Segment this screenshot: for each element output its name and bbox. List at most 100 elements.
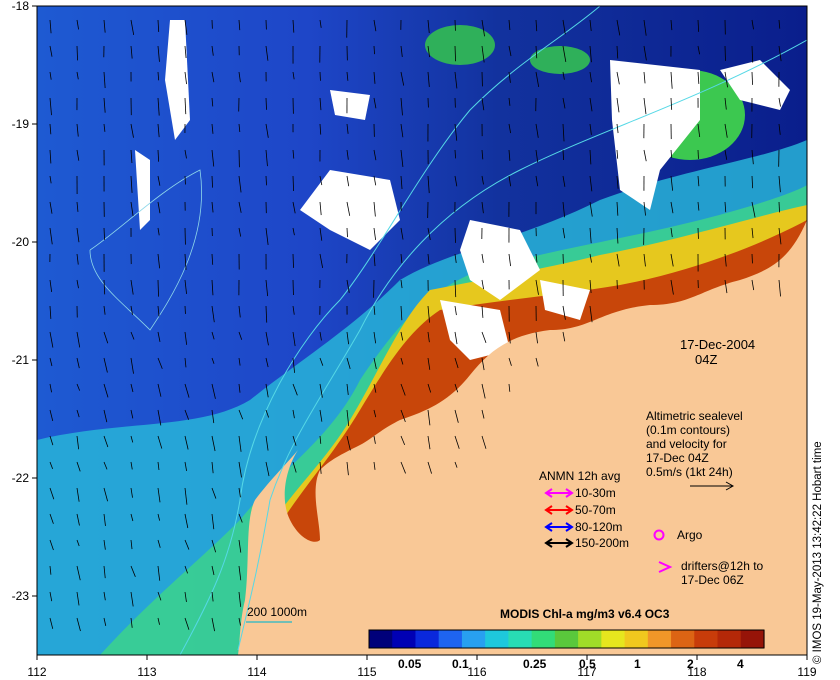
velocity-vector	[184, 253, 187, 270]
velocity-vector	[292, 253, 294, 268]
x-tick-label: 119	[797, 665, 816, 679]
velocity-vector	[130, 617, 133, 628]
velocity-vector	[481, 383, 486, 399]
velocity-vector	[319, 175, 323, 186]
isobath-label: 200 1000m	[247, 605, 308, 619]
velocity-vector	[346, 435, 351, 451]
velocity-vector	[589, 279, 592, 294]
velocity-vector	[643, 19, 647, 36]
colorbar-tick: 0.5	[579, 657, 596, 671]
velocity-vector	[49, 279, 53, 293]
velocity-vector	[778, 201, 780, 213]
velocity-vector	[697, 45, 701, 55]
velocity-vector	[670, 19, 673, 31]
velocity-vector	[103, 305, 106, 315]
velocity-vector	[292, 175, 294, 191]
y-tick-label: -21	[12, 353, 30, 367]
velocity-vector	[454, 175, 458, 187]
velocity-vector	[373, 227, 377, 240]
velocity-vector	[481, 97, 485, 111]
velocity-vector	[508, 149, 511, 161]
velocity-vector	[76, 357, 80, 369]
cloud-mask	[135, 20, 790, 360]
velocity-vector	[103, 331, 109, 344]
colorbar-segment	[531, 630, 556, 648]
colorbar-segment	[438, 630, 463, 648]
x-tick-label: 114	[247, 665, 266, 679]
velocity-vector	[373, 461, 376, 470]
isobath-200m	[237, 39, 807, 651]
velocity-vector	[130, 123, 134, 138]
velocity-vector	[373, 357, 377, 370]
velocity-vector	[49, 383, 52, 393]
velocity-vector	[481, 253, 484, 263]
altimetry-line: (0.1m contours)	[646, 423, 731, 437]
velocity-vector	[454, 435, 460, 449]
colorbar-segment	[415, 630, 440, 648]
velocity-vector	[49, 175, 52, 184]
velocity-vector	[562, 175, 566, 187]
velocity-vector	[643, 201, 646, 216]
drifters-label: 17-Dec 06Z	[681, 573, 744, 587]
velocity-vector	[427, 383, 432, 393]
velocity-vector	[238, 591, 242, 607]
velocity-vector	[130, 279, 134, 295]
velocity-vector	[454, 357, 459, 369]
velocity-vector	[670, 279, 674, 295]
anmn-arrow-head	[544, 488, 553, 498]
velocity-vector	[157, 331, 161, 342]
velocity-vector	[319, 331, 322, 341]
velocity-vector	[130, 331, 135, 340]
velocity-vector	[184, 513, 189, 529]
velocity-vector	[265, 409, 270, 418]
velocity-vector	[481, 305, 484, 318]
x-axis: 112 113 114 115 116 117 118 119	[27, 655, 817, 679]
velocity-vector	[616, 19, 621, 36]
velocity-vector	[535, 71, 540, 88]
velocity-vector	[778, 19, 781, 29]
colorbar-tick: 4	[737, 657, 744, 671]
velocity-vector	[265, 97, 267, 110]
velocity-vector	[238, 123, 241, 133]
velocity-vector	[778, 279, 781, 297]
velocity-vector	[751, 45, 754, 63]
velocity-vector	[292, 409, 295, 419]
velocity-vector	[751, 227, 754, 239]
velocity-vector	[184, 279, 187, 294]
velocity-vector	[211, 357, 215, 364]
velocity-vector	[508, 19, 511, 31]
velocity-vector	[238, 539, 242, 553]
velocity-vector	[103, 279, 106, 295]
velocity-vector	[103, 513, 106, 526]
y-axis: -18 -19 -20 -21 -22 -23	[12, 0, 37, 603]
velocity-vector	[616, 149, 619, 159]
velocity-vector	[427, 409, 431, 426]
velocity-vector	[346, 201, 351, 216]
velocity-vector	[184, 409, 190, 420]
velocity-vector	[319, 201, 322, 216]
velocity-vector	[49, 45, 53, 57]
velocity-vector	[130, 487, 133, 498]
velocity-vector	[589, 201, 593, 217]
velocity-vector	[373, 19, 377, 32]
velocity-vector	[130, 357, 134, 374]
colorbar-tick: 0.25	[523, 657, 547, 671]
velocity-vector	[454, 149, 456, 159]
velocity-scale-arrow	[690, 481, 735, 491]
velocity-vector	[454, 45, 456, 62]
velocity-vector	[616, 123, 619, 134]
velocity-vector	[643, 71, 646, 84]
velocity-vector	[454, 71, 458, 89]
velocity-vector	[427, 357, 431, 370]
anmn-arrows	[544, 488, 574, 548]
map-time: 04Z	[695, 352, 718, 367]
velocity-vector	[670, 149, 673, 158]
velocity-vector	[427, 19, 430, 34]
velocity-vector	[589, 149, 592, 165]
velocity-vector	[238, 617, 241, 626]
velocity-vector	[535, 175, 539, 187]
x-tick-label: 115	[357, 665, 376, 679]
velocity-vector	[184, 71, 187, 85]
velocity-vector	[319, 19, 322, 28]
velocity-vector	[670, 97, 673, 110]
